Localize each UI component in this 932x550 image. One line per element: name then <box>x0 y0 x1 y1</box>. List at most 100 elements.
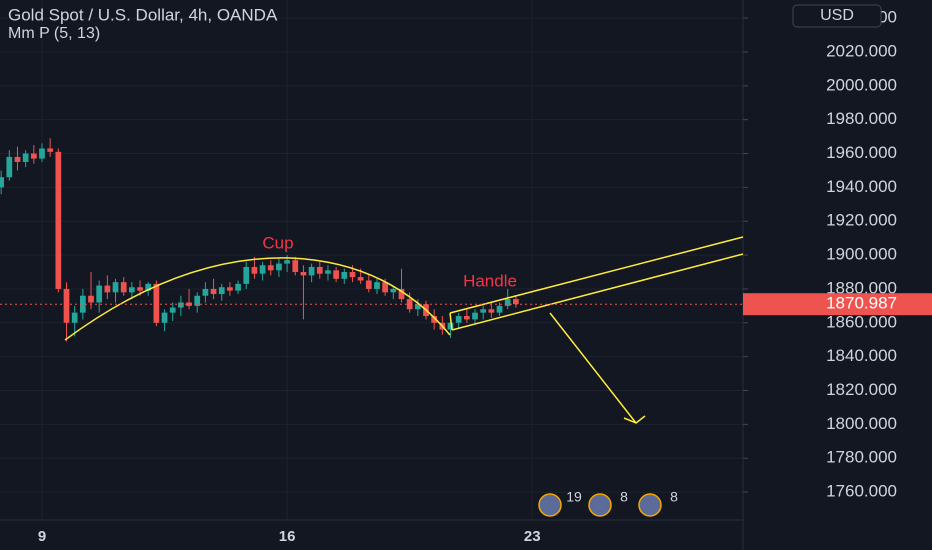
candle-body <box>276 263 282 271</box>
y-tick-label: 1980.000 <box>826 109 897 128</box>
candles <box>0 138 519 342</box>
candle-body <box>14 156 21 162</box>
candle-body <box>161 312 168 323</box>
candle-body <box>267 265 274 271</box>
candle-body <box>210 288 217 295</box>
candle-body <box>316 266 323 274</box>
y-tick-label: 1900.000 <box>826 245 897 264</box>
event-label: 19 <box>566 489 582 505</box>
candle-body <box>0 177 5 188</box>
candle-body <box>341 272 348 279</box>
candle-body <box>153 283 160 323</box>
candle-body <box>365 280 372 289</box>
event-icon <box>588 493 612 517</box>
candle-body <box>227 287 233 291</box>
candle-body <box>349 272 356 278</box>
candle-body <box>22 153 29 162</box>
y-tick-label: 1800.000 <box>826 414 897 433</box>
candle-body <box>431 316 438 323</box>
candle-body <box>137 287 143 291</box>
y-tick-label: 2020.000 <box>826 41 897 60</box>
y-axis: 1760.000 1780.000 1800.000 1820.000 1840.000… <box>743 8 897 501</box>
candle-body <box>382 282 389 293</box>
candle-body <box>112 282 119 293</box>
candle-body <box>414 304 421 310</box>
candle-body <box>63 288 70 323</box>
chart-title: Gold Spot / U.S. Dollar, 4h, OANDA <box>8 5 278 24</box>
grid <box>0 0 743 520</box>
events: 19 8 8 <box>538 489 678 517</box>
y-tick-label: 1920.000 <box>826 211 897 230</box>
candle-body <box>284 260 290 264</box>
candle-body <box>145 283 152 291</box>
candle-body <box>96 285 103 303</box>
candle-body <box>374 282 380 289</box>
x-tick-label: 16 <box>279 528 296 545</box>
annotation: Cup <box>262 233 293 252</box>
candle-body <box>496 305 503 313</box>
candle-body <box>251 266 258 274</box>
candle-body <box>300 272 307 276</box>
y-tick-label: 1780.000 <box>826 448 897 467</box>
candle-body <box>178 302 184 308</box>
event-icon <box>638 493 662 517</box>
handle-channel <box>449 236 744 331</box>
candle-body <box>6 156 13 178</box>
event-label: 8 <box>620 489 628 505</box>
candle-body <box>39 148 45 159</box>
y-tick-label: 1820.000 <box>826 380 897 399</box>
candle-body <box>504 299 511 306</box>
arrow <box>549 312 646 424</box>
candle-body <box>79 295 86 313</box>
candle-body <box>71 312 78 323</box>
candle-body <box>218 287 225 295</box>
candle-body <box>30 153 37 159</box>
candle-body <box>120 282 127 293</box>
x-tick-label: 23 <box>524 528 541 545</box>
y-tick-label: 1880.000 <box>826 278 897 297</box>
candle-body <box>480 309 487 313</box>
currency-button[interactable] <box>792 4 882 28</box>
candle-body <box>455 316 462 323</box>
candle-body <box>55 151 62 289</box>
last-price-label: 1870.987 <box>826 294 897 313</box>
candle-body <box>104 285 111 293</box>
candle-body <box>243 266 250 284</box>
candle-body <box>406 299 413 310</box>
annotation: Handle <box>463 271 517 290</box>
candle-body <box>292 260 299 273</box>
candle-body <box>398 288 405 300</box>
candle-body <box>513 299 519 305</box>
currency-label[interactable]: USD <box>820 7 854 24</box>
candle-body <box>325 270 331 274</box>
cup-curve <box>64 257 451 341</box>
candle-body <box>259 265 266 274</box>
indicator-label: Mm P (5, 13) <box>8 25 100 42</box>
y-tick-label: 2000.000 <box>826 75 897 94</box>
event-label: 8 <box>670 489 678 505</box>
candle-body <box>488 309 495 313</box>
candle-body <box>169 307 176 313</box>
candle-body <box>202 288 209 296</box>
event-icon <box>538 493 562 517</box>
candle-body <box>129 287 135 293</box>
candle-body <box>447 322 454 330</box>
y-tick-label: 1840.000 <box>826 346 897 365</box>
last-price-box <box>743 293 932 316</box>
candle-body <box>390 288 397 293</box>
candle-body <box>235 283 241 291</box>
y-tick-label: 1960.000 <box>826 143 897 162</box>
candle-body <box>186 302 192 306</box>
candle-body <box>194 295 201 306</box>
candle-body <box>88 295 94 303</box>
candle-body <box>333 270 339 279</box>
candle-body <box>357 277 364 281</box>
candle-body <box>463 316 470 320</box>
x-tick-label: 9 <box>38 528 46 545</box>
y-tick-label: 1860.000 <box>826 312 897 331</box>
y-tick-label: 1760.000 <box>826 482 897 501</box>
candle-body <box>308 266 315 276</box>
candle-body <box>47 148 54 152</box>
